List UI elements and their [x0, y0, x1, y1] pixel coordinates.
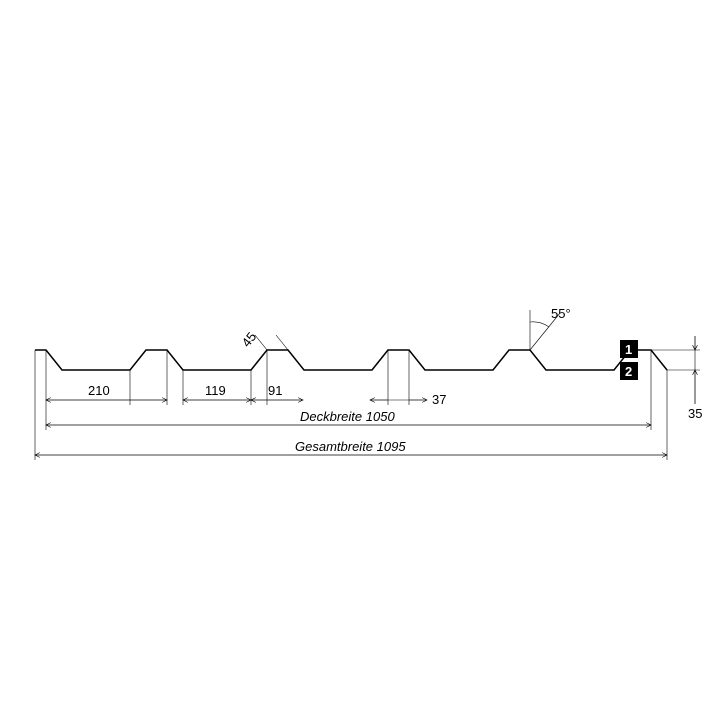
badge-1-text: 1 — [625, 342, 632, 357]
dim-119: 119 — [183, 383, 251, 400]
dim-119-text: 119 — [205, 383, 226, 398]
profile-path — [35, 350, 667, 370]
dim-height-35: 35 — [651, 336, 702, 421]
dim-37: 37 — [370, 392, 446, 407]
gesamtbreite-text: Gesamtbreite 1095 — [295, 439, 406, 454]
dim-45-text: 45 — [239, 329, 260, 350]
dim-cap-45: 45 — [239, 329, 288, 350]
dim-deckbreite: Deckbreite 1050 — [46, 409, 651, 425]
angle-text: 55° — [551, 306, 571, 321]
profile-diagram: 45 55° 210 119 91 — [0, 0, 725, 725]
badge-2: 2 — [620, 362, 638, 380]
dim-210: 210 — [46, 383, 167, 400]
deckbreite-text: Deckbreite 1050 — [300, 409, 395, 424]
dim-37-text: 37 — [432, 392, 446, 407]
badge-2-text: 2 — [625, 364, 632, 379]
dim-91-text: 91 — [268, 383, 282, 398]
dim-gesamtbreite: Gesamtbreite 1095 — [35, 439, 667, 455]
dim-210-text: 210 — [88, 383, 110, 398]
badge-1: 1 — [620, 340, 638, 358]
dim-91: 91 — [251, 383, 303, 400]
dim-35-text: 35 — [688, 406, 702, 421]
angle-55: 55° — [530, 306, 571, 350]
